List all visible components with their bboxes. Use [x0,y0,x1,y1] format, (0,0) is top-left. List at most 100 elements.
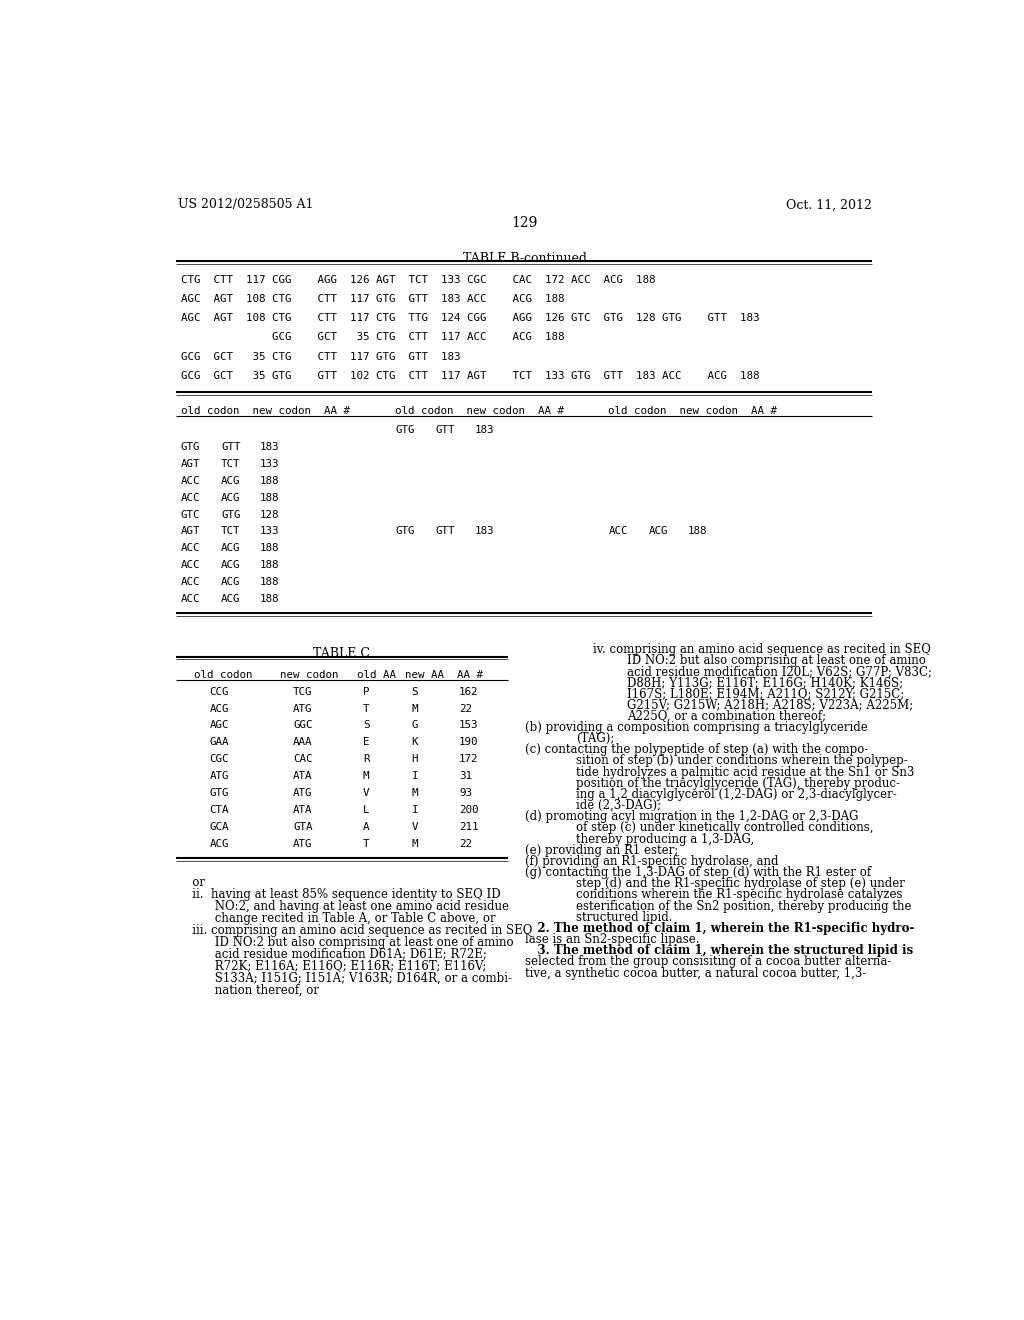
Text: GTG: GTG [395,527,415,536]
Text: S: S [412,686,418,697]
Text: A225Q, or a combination thereof;: A225Q, or a combination thereof; [627,710,826,723]
Text: R72K; E116A; E116Q; E116R; E116T; E116V;: R72K; E116A; E116Q; E116R; E116T; E116V; [180,960,486,973]
Text: AGC  AGT  108 CTG    CTT  117 CTG  TTG  124 CGG    AGG  126 GTC  GTG  128 GTG   : AGC AGT 108 CTG CTT 117 CTG TTG 124 CGG … [180,313,759,323]
Text: step (d) and the R1-specific hydrolase of step (e) under: step (d) and the R1-specific hydrolase o… [575,878,905,890]
Text: CTG  CTT  117 CGG    AGG  126 AGT  TCT  133 CGC    CAC  172 ACC  ACG  188: CTG CTT 117 CGG AGG 126 AGT TCT 133 CGC … [180,275,655,285]
Text: acid residue modification I20L; V62S; G77P; V83C;: acid residue modification I20L; V62S; G7… [627,665,932,678]
Text: ACG: ACG [221,577,241,587]
Text: AGT: AGT [180,527,201,536]
Text: H: H [412,755,418,764]
Text: GAA: GAA [209,738,229,747]
Text: (e) providing an R1 ester;: (e) providing an R1 ester; [524,843,678,857]
Text: 129: 129 [512,216,538,230]
Text: 188: 188 [260,561,280,570]
Text: GTG: GTG [221,510,241,520]
Text: US 2012/0258505 A1: US 2012/0258505 A1 [178,198,314,211]
Text: tide hydrolyzes a palmitic acid residue at the Sn1 or Sn3: tide hydrolyzes a palmitic acid residue … [575,766,914,779]
Text: V: V [362,788,370,799]
Text: ATG: ATG [293,788,312,799]
Text: CTA: CTA [209,805,229,816]
Text: lase is an Sn2-specific lipase.: lase is an Sn2-specific lipase. [524,933,699,946]
Text: GCA: GCA [209,822,229,832]
Text: old codon  new codon  AA #: old codon new codon AA # [395,407,564,416]
Text: ACG: ACG [649,527,669,536]
Text: ACC: ACC [180,475,201,486]
Text: G215V; G215W; A218H; A218S; V223A; A225M;: G215V; G215W; A218H; A218S; V223A; A225M… [627,698,913,711]
Text: GTA: GTA [293,822,312,832]
Text: Oct. 11, 2012: Oct. 11, 2012 [786,198,872,211]
Text: GCG  GCT   35 GTG    GTT  102 CTG  CTT  117 AGT    TCT  133 GTG  GTT  183 ACC   : GCG GCT 35 GTG GTT 102 CTG CTT 117 AGT T… [180,371,759,381]
Text: of step (c) under kinetically controlled conditions,: of step (c) under kinetically controlled… [575,821,873,834]
Text: 200: 200 [459,805,478,816]
Text: ii.  having at least 85% sequence identity to SEQ ID: ii. having at least 85% sequence identit… [180,888,501,902]
Text: AAA: AAA [293,738,312,747]
Text: A: A [362,822,370,832]
Text: AGC: AGC [209,721,229,730]
Text: TCT: TCT [221,459,241,469]
Text: structured lipid.: structured lipid. [575,911,673,924]
Text: old codon  new codon  AA #: old codon new codon AA # [608,407,777,416]
Text: GTG: GTG [180,442,201,451]
Text: ing a 1,2 diacylglycerol (1,2-DAG) or 2,3-diacylglycer-: ing a 1,2 diacylglycerol (1,2-DAG) or 2,… [575,788,897,801]
Text: change recited in Table A, or Table C above, or: change recited in Table A, or Table C ab… [180,912,496,925]
Text: GTT: GTT [435,527,456,536]
Text: 172: 172 [459,755,478,764]
Text: 133: 133 [260,527,280,536]
Text: 128: 128 [260,510,280,520]
Text: P: P [362,686,370,697]
Text: 188: 188 [260,577,280,587]
Text: GCG    GCT   35 CTG  CTT  117 ACC    ACG  188: GCG GCT 35 CTG CTT 117 ACC ACG 188 [180,333,564,342]
Text: CAC: CAC [293,755,312,764]
Text: AGC  AGT  108 CTG    CTT  117 GTG  GTT  183 ACC    ACG  188: AGC AGT 108 CTG CTT 117 GTG GTT 183 ACC … [180,294,564,304]
Text: 22: 22 [459,840,472,849]
Text: TCG: TCG [293,686,312,697]
Text: GTT: GTT [221,442,241,451]
Text: GTG: GTG [395,425,415,434]
Text: 153: 153 [459,721,478,730]
Text: 133: 133 [260,459,280,469]
Text: GGC: GGC [293,721,312,730]
Text: ATA: ATA [293,771,312,781]
Text: NO:2, and having at least one amino acid residue: NO:2, and having at least one amino acid… [180,900,509,913]
Text: 3. The method of claim 1, wherein the structured lipid is: 3. The method of claim 1, wherein the st… [524,944,913,957]
Text: new codon: new codon [280,669,338,680]
Text: ATA: ATA [293,805,312,816]
Text: ATG: ATG [293,704,312,714]
Text: sition of step (b) under conditions wherein the polypep-: sition of step (b) under conditions wher… [575,755,907,767]
Text: ACG: ACG [221,594,241,605]
Text: V: V [412,822,418,832]
Text: K: K [412,738,418,747]
Text: 188: 188 [260,544,280,553]
Text: GTG: GTG [209,788,229,799]
Text: I: I [412,805,418,816]
Text: ACC: ACC [180,492,201,503]
Text: ACG: ACG [221,544,241,553]
Text: ATG: ATG [293,840,312,849]
Text: T: T [362,704,370,714]
Text: I167S; L180E; E194M; A211Q; S212Y; G215C;: I167S; L180E; E194M; A211Q; S212Y; G215C… [627,688,904,701]
Text: (b) providing a composition comprising a triacylglyceride: (b) providing a composition comprising a… [524,721,867,734]
Text: ACG: ACG [221,561,241,570]
Text: 211: 211 [459,822,478,832]
Text: (d) promoting acyl migration in the 1,2-DAG or 2,3-DAG: (d) promoting acyl migration in the 1,2-… [524,810,858,824]
Text: R: R [362,755,370,764]
Text: ACG: ACG [221,475,241,486]
Text: acid residue modification D61A; D61E; R72E;: acid residue modification D61A; D61E; R7… [180,948,486,961]
Text: (c) contacting the polypeptide of step (a) with the compo-: (c) contacting the polypeptide of step (… [524,743,868,756]
Text: M: M [412,840,418,849]
Text: G: G [412,721,418,730]
Text: CGC: CGC [209,755,229,764]
Text: GTT: GTT [435,425,456,434]
Text: M: M [412,788,418,799]
Text: tive, a synthetic cocoa butter, a natural cocoa butter, 1,3-: tive, a synthetic cocoa butter, a natura… [524,966,866,979]
Text: S133A; I151G; I151A; V163R; D164R, or a combi-: S133A; I151G; I151A; V163R; D164R, or a … [180,972,512,985]
Text: conditions wherein the R1-specific hydrolase catalyzes: conditions wherein the R1-specific hydro… [575,888,902,902]
Text: ACC: ACC [180,577,201,587]
Text: E: E [362,738,370,747]
Text: ID NO:2 but also comprising at least one of amino: ID NO:2 but also comprising at least one… [180,936,513,949]
Text: I: I [412,771,418,781]
Text: old codon: old codon [194,669,252,680]
Text: selected from the group consisiting of a cocoa butter alterna-: selected from the group consisiting of a… [524,956,891,969]
Text: ACC: ACC [180,594,201,605]
Text: TCT: TCT [221,527,241,536]
